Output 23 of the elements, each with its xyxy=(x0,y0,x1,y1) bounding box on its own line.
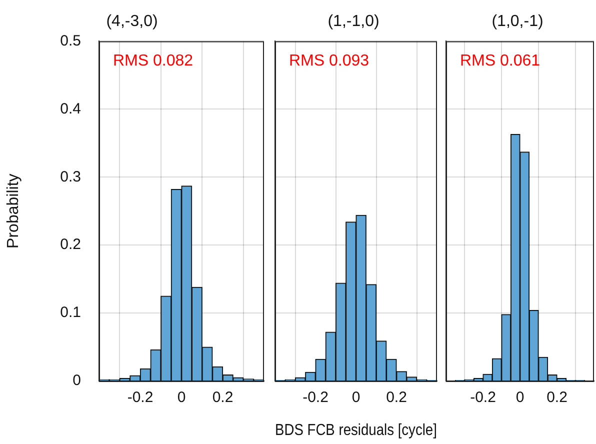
annotation: RMS 0.061 xyxy=(460,52,540,70)
x-tick-label: -0.2 xyxy=(127,389,154,406)
y-tick-label: 0 xyxy=(72,372,81,390)
x-tick-label: 0.2 xyxy=(386,389,407,406)
x-tick-label: -0.2 xyxy=(470,389,496,406)
chart-title: (1,0,-1) xyxy=(492,13,544,30)
y-tick-label: 0.3 xyxy=(60,168,81,186)
x-tick-label: 0 xyxy=(516,389,524,406)
x-tick-label: 0 xyxy=(352,389,360,406)
x-tick-label: -0.2 xyxy=(302,389,328,406)
annotation: RMS 0.093 xyxy=(289,52,370,70)
chart-title: (4,-3,0) xyxy=(106,13,158,30)
y-tick-label: 0.4 xyxy=(60,100,81,118)
x-axis-title: BDS FCB residuals [cycle] xyxy=(275,420,437,440)
annotation: RMS 0.082 xyxy=(113,52,194,70)
y-tick-label: 0.5 xyxy=(60,32,81,50)
x-tick-label: 0 xyxy=(177,389,186,406)
x-tick-label: 0.2 xyxy=(212,389,234,406)
y-tick-label: 0.1 xyxy=(60,304,81,322)
x-tick-label: 0.2 xyxy=(546,389,568,406)
y-axis-title: Probability xyxy=(5,174,22,248)
y-tick-label: 0.2 xyxy=(60,236,81,254)
chart-title: (1,-1,0) xyxy=(328,13,380,30)
